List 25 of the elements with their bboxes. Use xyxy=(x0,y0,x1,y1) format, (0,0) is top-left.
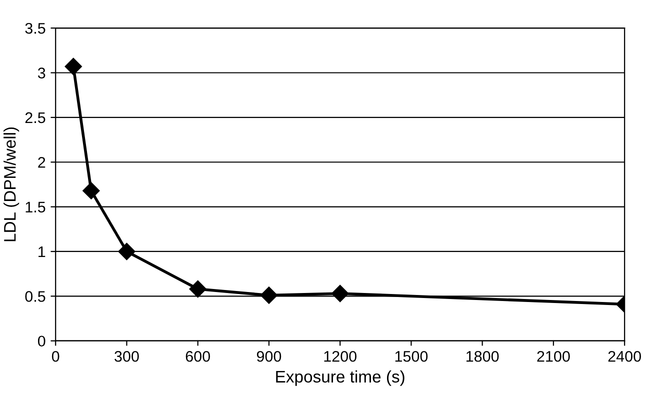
x-tick-label: 1200 xyxy=(324,350,356,362)
y-axis-title: LDL (DPM/well) xyxy=(4,127,20,242)
x-tick-label: 1800 xyxy=(466,350,499,362)
x-tick-label: 2400 xyxy=(608,350,641,362)
point xyxy=(189,280,206,298)
x-tick-label: 900 xyxy=(256,350,282,362)
point xyxy=(118,242,136,260)
point xyxy=(260,286,278,304)
x-tick-label: 0 xyxy=(52,350,60,362)
y-tick-label: 2.5 xyxy=(25,112,46,124)
y-tick-label: 2 xyxy=(38,156,46,168)
y-tick-label: 3.5 xyxy=(25,22,46,34)
point xyxy=(82,182,100,200)
point xyxy=(64,58,82,76)
y-tick-label: 1.5 xyxy=(26,202,46,212)
x-tick-label: 1500 xyxy=(395,350,428,362)
x-tick-label: 300 xyxy=(114,350,139,362)
y-tick-label: 3 xyxy=(38,68,46,78)
x-axis-title: Exposure time (s) xyxy=(276,370,404,386)
x-tick-label: 2100 xyxy=(537,350,570,362)
point xyxy=(332,284,349,302)
y-tick-label: 0 xyxy=(38,336,46,347)
y-tick-label: 1 xyxy=(38,246,46,258)
x-tick-label: 600 xyxy=(186,350,210,362)
y-tick-label: 0.5 xyxy=(25,291,46,302)
